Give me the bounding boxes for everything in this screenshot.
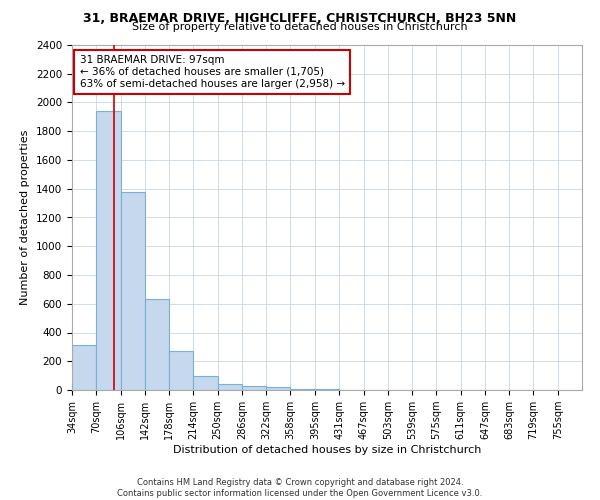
Bar [193, 376, 218, 390]
Y-axis label: Number of detached properties: Number of detached properties [20, 130, 31, 305]
Text: 31, BRAEMAR DRIVE, HIGHCLIFFE, CHRISTCHURCH, BH23 5NN: 31, BRAEMAR DRIVE, HIGHCLIFFE, CHRISTCHU… [83, 12, 517, 26]
Text: Contains HM Land Registry data © Crown copyright and database right 2024.
Contai: Contains HM Land Registry data © Crown c… [118, 478, 482, 498]
Bar [121, 192, 145, 390]
Bar [169, 351, 193, 390]
Text: Size of property relative to detached houses in Christchurch: Size of property relative to detached ho… [132, 22, 468, 32]
Bar [266, 387, 290, 390]
Bar [72, 346, 96, 390]
Text: 31 BRAEMAR DRIVE: 97sqm
← 36% of detached houses are smaller (1,705)
63% of semi: 31 BRAEMAR DRIVE: 97sqm ← 36% of detache… [80, 56, 345, 88]
Bar [290, 388, 314, 390]
Bar [218, 384, 242, 390]
Bar [145, 300, 169, 390]
X-axis label: Distribution of detached houses by size in Christchurch: Distribution of detached houses by size … [173, 445, 481, 455]
Bar [96, 111, 121, 390]
Bar [242, 386, 266, 390]
